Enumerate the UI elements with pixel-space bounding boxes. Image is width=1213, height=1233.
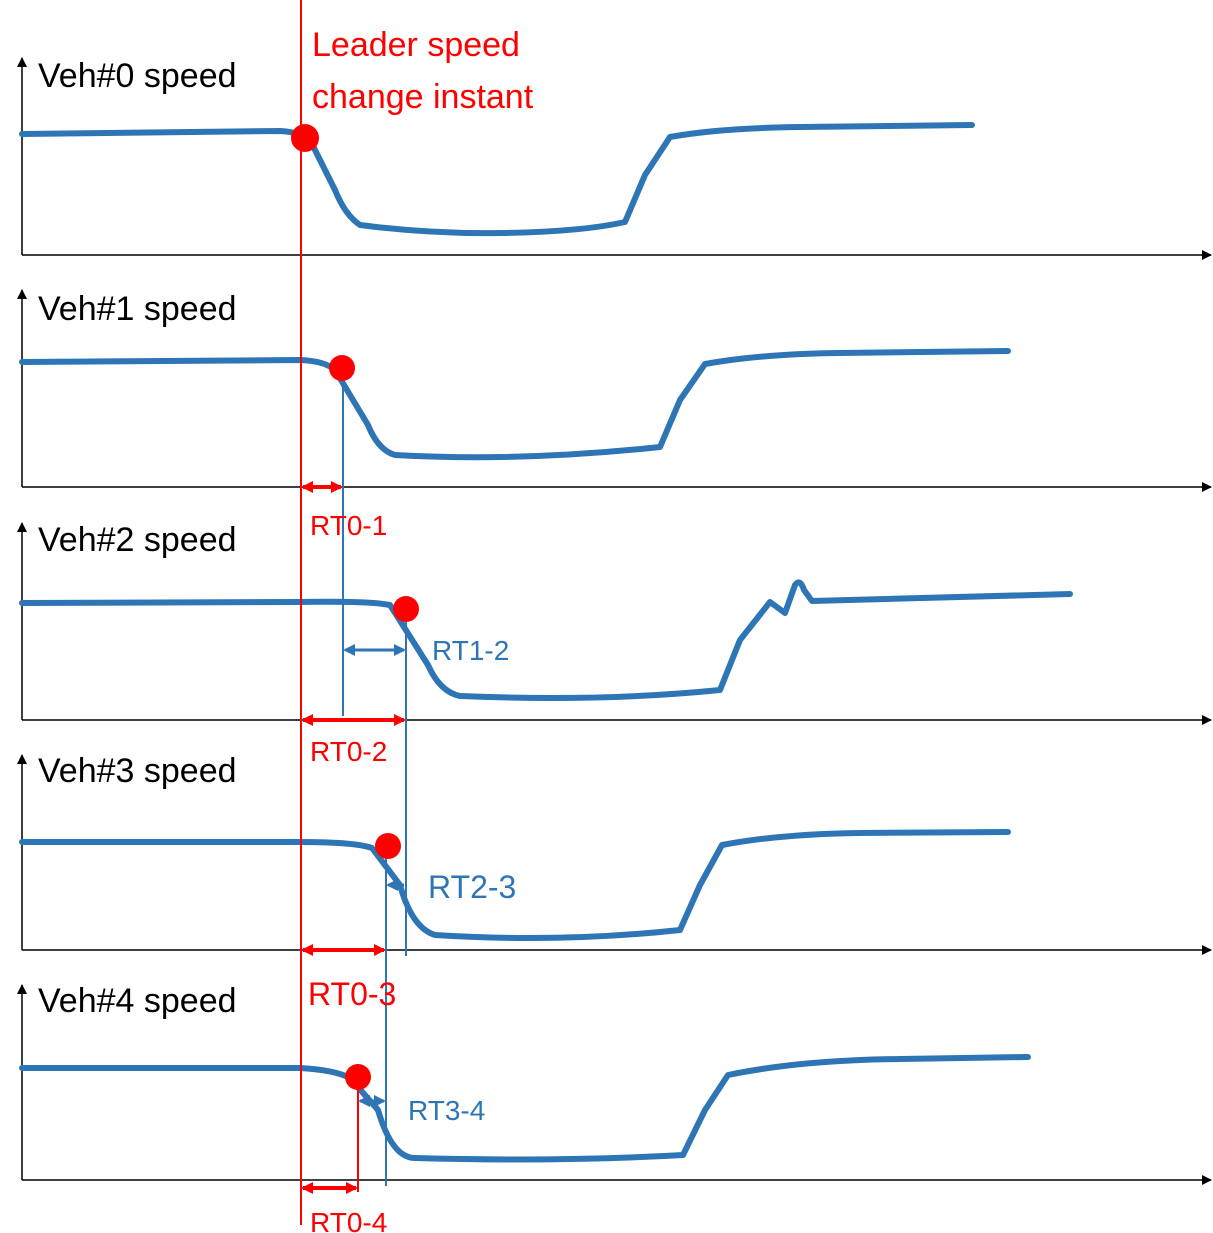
change-points (291, 124, 419, 1090)
leader-label: change instant (312, 78, 534, 116)
leader-label: Leader speed (312, 26, 520, 64)
rt-label: RT3-4 (408, 1095, 485, 1126)
leader-rt-arrows (301, 481, 406, 1194)
rt-label: RT0-1 (310, 510, 387, 541)
panel-label: Veh#1 speed (38, 290, 237, 328)
rt-label: RT0-3 (308, 976, 396, 1012)
axes (17, 57, 1212, 1185)
panel-label: Veh#2 speed (38, 521, 237, 559)
panel-label: Veh#4 speed (38, 982, 237, 1020)
rt-label: RT2-3 (428, 869, 516, 905)
panel-label: Veh#3 speed (38, 752, 237, 790)
rt-label: RT0-4 (310, 1207, 387, 1233)
panel-label: Veh#0 speed (38, 57, 237, 95)
rt-label: RT1-2 (432, 635, 509, 666)
successive-rt-arrows (343, 644, 406, 1107)
guide-lines (342, 368, 407, 1186)
rt-label: RT0-2 (310, 736, 387, 767)
